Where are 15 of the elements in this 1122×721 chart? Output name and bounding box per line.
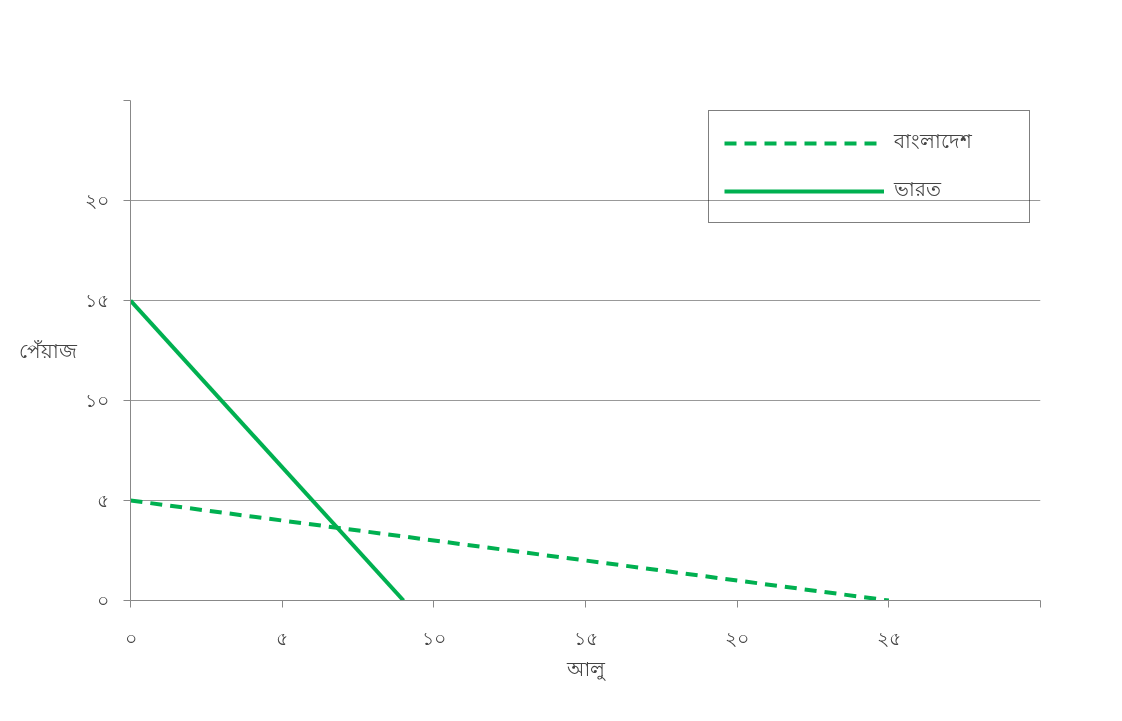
- text: বাংলাদেশ: [894, 128, 973, 155]
- x-tick-label: ৫: [276, 627, 289, 649]
- x-tick-label: ০: [124, 627, 137, 649]
- y-tick-label: ০: [96, 590, 109, 611]
- text: ভারত: [894, 176, 943, 203]
- y-tick-label: ১৫: [84, 290, 109, 311]
- y-axis-title: পেঁয়াজ: [18, 338, 78, 363]
- y-tick-label: ১০: [84, 390, 109, 411]
- x-tick-label: ২৫: [876, 627, 901, 649]
- x-axis-title: আলু: [565, 656, 606, 681]
- x-tick-label: ১৫: [573, 627, 598, 649]
- x-tick-label: ২০: [725, 627, 750, 649]
- y-tick-label: ৫: [96, 490, 109, 511]
- x-tick-label: ১০: [421, 627, 446, 649]
- y-tick-label: ২০: [84, 190, 109, 211]
